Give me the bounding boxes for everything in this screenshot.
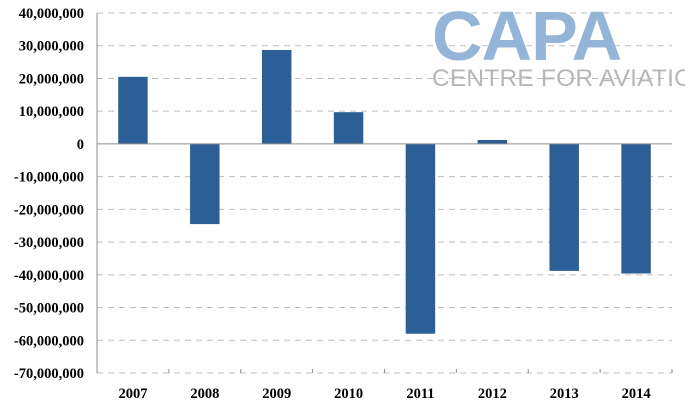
bars	[118, 49, 651, 334]
bar-2014	[621, 143, 651, 274]
y-tick-label: 0	[77, 137, 84, 153]
y-tick-label: -60,000,000	[14, 333, 84, 349]
x-tick-label: 2011	[406, 386, 434, 402]
x-tick-label: 2010	[334, 386, 363, 402]
x-tick-label: 2008	[190, 386, 219, 402]
bar-2007	[118, 76, 148, 144]
y-tick-label: -30,000,000	[14, 235, 84, 251]
watermark-sub-text: CENTRE FOR AVIATION	[432, 65, 685, 92]
y-tick-label: 10,000,000	[19, 104, 84, 120]
x-tick-label: 2014	[622, 386, 651, 402]
y-tick-label: -70,000,000	[14, 366, 84, 382]
y-tick-label: -20,000,000	[14, 202, 84, 218]
y-tick-label: -10,000,000	[14, 170, 84, 186]
watermark-main-text: CAPA	[432, 0, 621, 75]
bar-2010	[333, 112, 364, 144]
axes	[96, 13, 673, 373]
watermark-logo: CAPA CENTRE FOR AVIATION	[432, 0, 685, 92]
y-tick-labels: 40,000,000 30,000,000 20,000,000 10,000,000…	[14, 6, 84, 382]
x-tick-label: 2013	[550, 386, 579, 402]
y-tick-label: -50,000,000	[14, 301, 84, 317]
x-tick-label: 2009	[262, 386, 291, 402]
bar-2008	[190, 143, 220, 225]
bar-2012	[477, 139, 508, 144]
x-tick-labels: 2007 2008 2009 2010 2011 2012 2013 2014	[118, 386, 650, 402]
x-tick-label: 2007	[118, 386, 147, 402]
y-tick-label: 30,000,000	[19, 39, 84, 55]
x-tick-label: 2012	[478, 386, 507, 402]
y-tick-label: 40,000,000	[19, 6, 84, 22]
bar-2009	[261, 49, 292, 144]
y-tick-label: -40,000,000	[14, 268, 84, 284]
bar-2013	[549, 143, 579, 271]
y-tick-label: 20,000,000	[19, 71, 84, 87]
bar-2011	[405, 143, 436, 334]
